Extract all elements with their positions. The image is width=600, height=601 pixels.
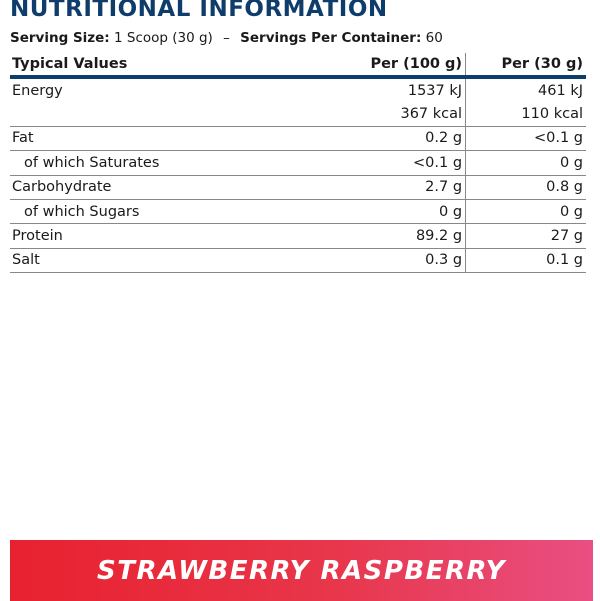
flavour-name: STRAWBERRY RASPBERRY xyxy=(97,555,506,586)
table-row-salt: Salt 0.3 g 0.1 g xyxy=(10,248,586,274)
value-per-100g: 0 g xyxy=(258,199,467,225)
value-per-30g: 461 kJ xyxy=(538,82,583,99)
column-header-per-30g: Per (30 g) xyxy=(465,53,586,79)
value-per-100g: 2.7 g xyxy=(258,175,467,200)
table-row-fat: Fat 0.2 g <0.1 g xyxy=(10,126,586,152)
servings-per-container-label: Servings Per Container: xyxy=(240,30,422,46)
nutrient-label xyxy=(10,102,259,127)
value-per-30g: 0.8 g xyxy=(465,175,586,200)
nutrient-label: Energy xyxy=(12,82,63,99)
serving-info: Serving Size: 1 Scoop (30 g) – Servings … xyxy=(10,30,443,46)
table-row-sugars: of which Sugars 0 g 0 g xyxy=(10,199,586,225)
nutrient-label: Salt xyxy=(10,248,259,274)
nutrient-label: Carbohydrate xyxy=(10,175,259,200)
value-per-30g: 110 kcal xyxy=(465,102,586,127)
nutrient-label: Protein xyxy=(10,223,259,249)
value-per-30g: 27 g xyxy=(465,223,586,249)
nutrient-label: of which Saturates xyxy=(10,150,259,176)
table-row-energy-kj: Energy 1537 kJ 461 kJ xyxy=(10,77,586,103)
servings-per-container-value: 60 xyxy=(425,30,443,46)
value-per-100g: 89.2 g xyxy=(258,223,467,249)
table-row-saturates: of which Saturates <0.1 g 0 g xyxy=(10,150,586,176)
flavour-banner: STRAWBERRY RASPBERRY xyxy=(10,540,593,601)
nutrient-label: of which Sugars xyxy=(10,199,259,225)
value-per-100g: 1537 kJ xyxy=(258,77,467,103)
serving-size-label: Serving Size: xyxy=(10,30,110,46)
value-per-30g: 0 g xyxy=(465,150,586,176)
value-per-100g: <0.1 g xyxy=(258,150,467,176)
value-per-30g: 0.1 g xyxy=(465,248,586,274)
value-per-30g: <0.1 g xyxy=(465,126,586,152)
nutrient-label: Fat xyxy=(10,126,259,152)
serving-separator: – xyxy=(223,30,230,46)
value-per-100g: 367 kcal xyxy=(258,102,467,127)
value-per-100g: 0.3 g xyxy=(258,248,467,274)
column-header-typical-values: Typical Values xyxy=(10,53,259,79)
column-header-per-100g: Per (100 g) xyxy=(258,53,467,79)
page-title: NUTRITIONAL INFORMATION xyxy=(10,0,388,22)
serving-size-value: 1 Scoop (30 g) xyxy=(114,30,213,46)
table-row-energy-kcal: 367 kcal 110 kcal xyxy=(10,102,586,127)
nutrition-table: Typical Values Per (100 g) Per (30 g) En… xyxy=(10,53,586,274)
value-per-100g: 0.2 g xyxy=(258,126,467,152)
table-row-carbohydrate: Carbohydrate 2.7 g 0.8 g xyxy=(10,175,586,200)
value-per-30g: 0 g xyxy=(465,199,586,225)
table-row-protein: Protein 89.2 g 27 g xyxy=(10,223,586,249)
table-header-row: Typical Values Per (100 g) Per (30 g) xyxy=(10,53,586,79)
